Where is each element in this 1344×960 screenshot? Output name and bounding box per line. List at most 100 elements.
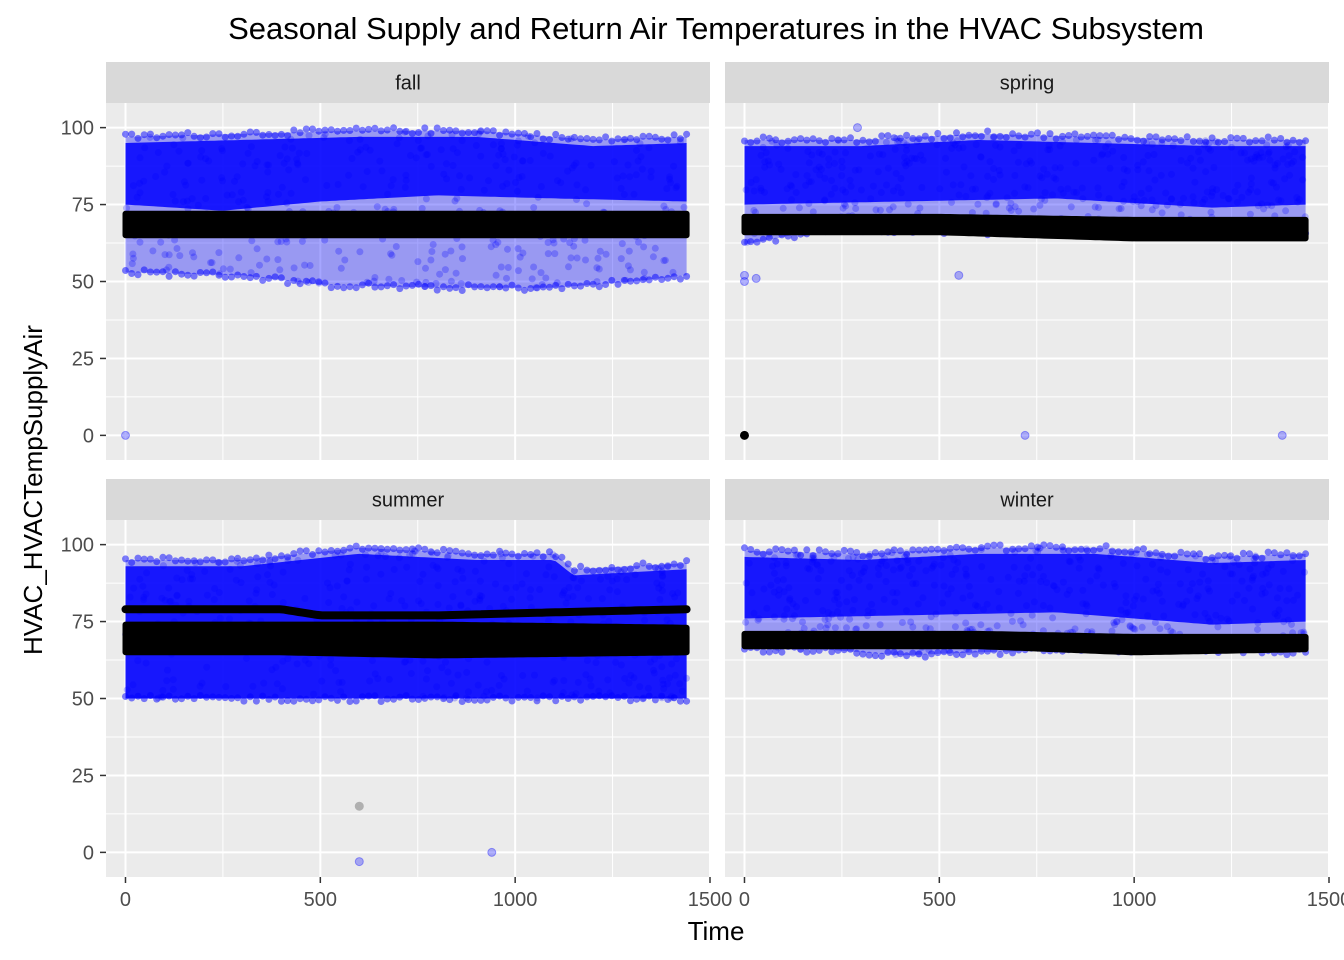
supply-point (264, 571, 271, 579)
supply-point (795, 204, 803, 212)
supply-point (1163, 623, 1171, 631)
supply-point (243, 203, 251, 211)
supply-point (747, 238, 755, 246)
supply-point (264, 168, 272, 176)
supply-point (365, 544, 373, 552)
supply-point (577, 562, 585, 570)
supply-point (447, 247, 455, 255)
supply-point (178, 695, 186, 703)
supply-point (400, 658, 408, 666)
supply-point (463, 668, 471, 676)
supply-point (1102, 542, 1110, 550)
supply-point (1022, 160, 1030, 168)
supply-point (327, 661, 335, 669)
supply-point (1066, 558, 1074, 566)
supply-point (1104, 140, 1112, 148)
supply-point (343, 577, 351, 585)
y-tick-label: 50 (72, 272, 94, 294)
return-air-band (741, 213, 1309, 242)
supply-point (1241, 597, 1248, 604)
return-air-band (122, 210, 690, 239)
supply-point (277, 130, 285, 138)
supply-point (825, 161, 833, 169)
supply-point (1108, 131, 1116, 139)
supply-point (666, 173, 674, 181)
supply-point (828, 135, 836, 142)
supply-point (185, 597, 193, 605)
supply-point (402, 658, 409, 666)
supply-point (340, 693, 348, 701)
supply-point (805, 178, 813, 186)
supply-point (1079, 195, 1087, 203)
supply-point (1045, 142, 1053, 150)
supply-point (1227, 552, 1235, 560)
supply-point (663, 185, 671, 193)
supply-point (639, 559, 647, 567)
supply-point (1126, 623, 1134, 631)
supply-point (466, 174, 474, 182)
supply-point (333, 204, 341, 211)
supply-point (1239, 549, 1247, 557)
supply-point (477, 552, 485, 560)
supply-point (1105, 195, 1113, 203)
facet-label: fall (395, 73, 421, 95)
supply-point (1083, 547, 1091, 555)
supply-point (803, 546, 811, 554)
supply-point (673, 182, 681, 190)
supply-point (1150, 151, 1158, 158)
supply-point (210, 596, 218, 604)
supply-point (458, 698, 466, 705)
x-tick-label: 0 (739, 889, 750, 911)
supply-point (424, 151, 431, 158)
supply-point (173, 591, 181, 599)
supply-point (186, 575, 194, 583)
supply-point (645, 692, 653, 700)
supply-point (166, 598, 174, 606)
supply-point (1284, 160, 1292, 168)
supply-point (650, 669, 658, 677)
supply-point (1284, 616, 1292, 624)
supply-point (457, 280, 465, 288)
supply-point (209, 556, 217, 564)
supply-point (1283, 651, 1291, 659)
supply-point (1280, 618, 1288, 626)
supply-point (377, 698, 385, 705)
supply-point (1271, 161, 1279, 169)
supply-point (1118, 183, 1126, 190)
supply-point (333, 582, 341, 590)
supply-point (301, 595, 309, 602)
supply-point (1039, 572, 1047, 580)
supply-point (1090, 546, 1098, 554)
supply-point (632, 171, 640, 179)
supply-point (537, 183, 545, 190)
supply-point (761, 158, 769, 166)
supply-point (1259, 584, 1267, 592)
supply-point (443, 553, 451, 561)
supply-point (911, 155, 918, 162)
supply-point (1214, 623, 1222, 631)
supply-point (1046, 542, 1054, 550)
supply-point (371, 283, 379, 291)
supply-point (619, 172, 627, 180)
supply-point (639, 276, 647, 284)
supply-outlier-point (751, 273, 761, 283)
supply-point (815, 149, 823, 157)
supply-point (205, 157, 213, 165)
supply-point (315, 547, 323, 555)
supply-point (904, 556, 912, 564)
supply-point (560, 677, 568, 685)
supply-point (1275, 606, 1283, 614)
supply-point (602, 250, 610, 258)
supply-point (272, 663, 280, 671)
supply-point (610, 158, 618, 166)
supply-point (371, 670, 379, 678)
supply-point (990, 165, 998, 172)
supply-point (503, 274, 510, 282)
supply-point (159, 562, 167, 570)
supply-point (915, 557, 923, 565)
supply-point (293, 155, 301, 163)
supply-point (309, 125, 316, 133)
supply-point (1104, 150, 1112, 158)
supply-point (983, 194, 991, 202)
